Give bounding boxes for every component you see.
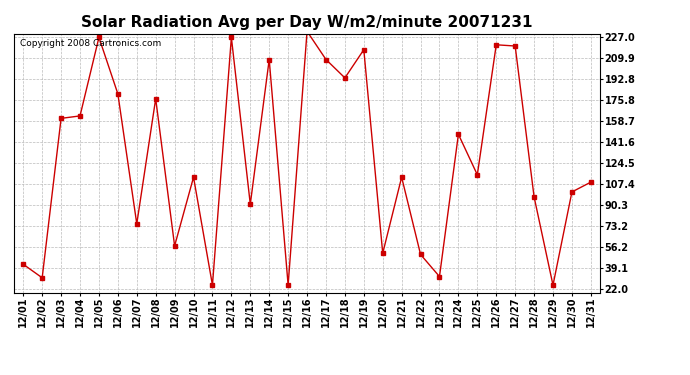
Text: Copyright 2008 Cartronics.com: Copyright 2008 Cartronics.com — [19, 39, 161, 48]
Title: Solar Radiation Avg per Day W/m2/minute 20071231: Solar Radiation Avg per Day W/m2/minute … — [81, 15, 533, 30]
